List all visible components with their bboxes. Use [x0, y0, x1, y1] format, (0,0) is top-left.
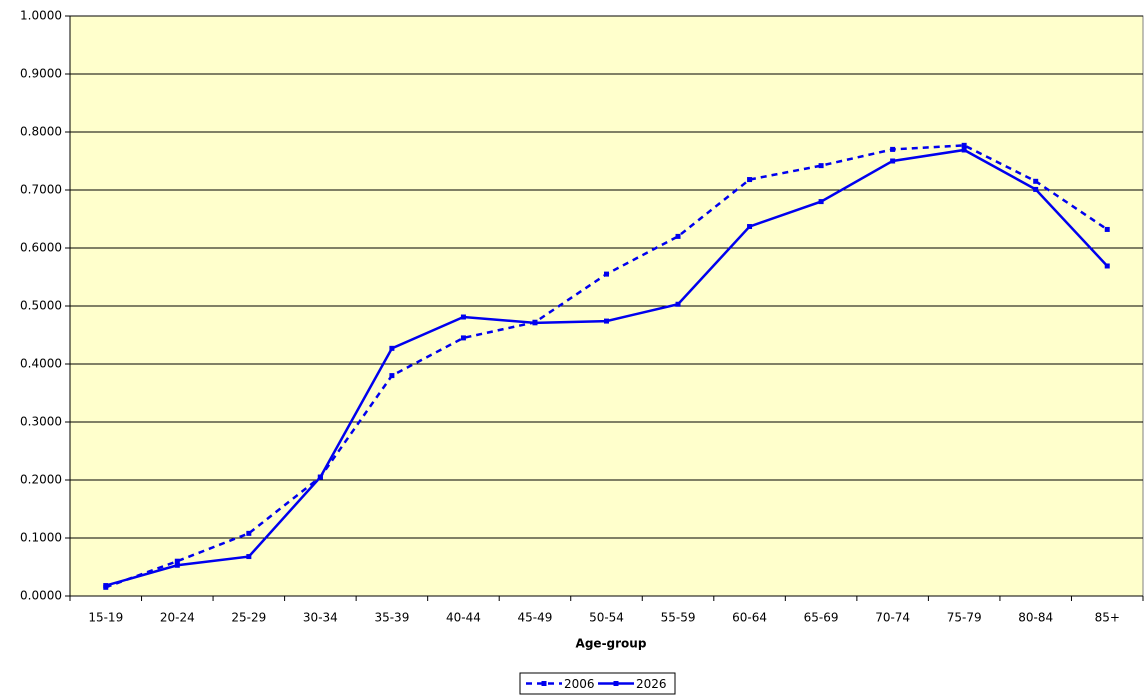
- point-marker: [961, 147, 967, 153]
- x-tick-label: 60-64: [732, 611, 767, 625]
- x-tick-label: 65-69: [804, 611, 839, 625]
- point-marker: [460, 314, 466, 320]
- x-tick-label: 40-44: [446, 611, 481, 625]
- point-marker: [1033, 178, 1039, 184]
- x-tick-label: 35-39: [374, 611, 409, 625]
- y-tick-label: 0.0000: [20, 589, 62, 603]
- x-tick-label: 25-29: [231, 611, 266, 625]
- point-marker: [174, 562, 180, 568]
- x-tick-label: 15-19: [88, 611, 123, 625]
- point-marker: [389, 345, 395, 351]
- point-marker: [532, 320, 538, 326]
- y-tick-label: 0.6000: [20, 241, 62, 255]
- point-marker: [961, 142, 967, 148]
- x-tick-label: 75-79: [947, 611, 982, 625]
- legend-label: 2026: [636, 677, 667, 691]
- point-marker: [460, 335, 466, 341]
- point-marker: [317, 474, 323, 480]
- y-tick-label: 0.4000: [20, 357, 62, 371]
- legend-box: [519, 672, 676, 695]
- point-marker: [103, 583, 109, 589]
- x-tick-label: 30-34: [303, 611, 338, 625]
- y-tick-label: 0.5000: [20, 299, 62, 313]
- point-marker: [890, 158, 896, 164]
- legend-marker: [541, 681, 547, 686]
- y-tick-label: 0.2000: [20, 473, 62, 487]
- point-marker: [818, 163, 824, 169]
- x-tick-label: 55-59: [661, 611, 696, 625]
- legend-label: 2006: [564, 677, 595, 691]
- y-tick-label: 0.1000: [20, 531, 62, 545]
- y-tick-label: 0.9000: [20, 67, 62, 81]
- point-marker: [389, 373, 395, 379]
- y-tick-label: 0.8000: [20, 125, 62, 139]
- x-tick-label: 80-84: [1018, 611, 1053, 625]
- y-tick-label: 1.0000: [20, 9, 62, 23]
- y-tick-label: 0.3000: [20, 415, 62, 429]
- point-marker: [246, 554, 252, 560]
- point-marker: [1104, 226, 1110, 232]
- legend-marker: [613, 681, 619, 686]
- x-tick-label: 20-24: [160, 611, 195, 625]
- point-marker: [246, 530, 252, 536]
- x-tick-label: 85+: [1095, 611, 1120, 625]
- point-marker: [747, 224, 753, 230]
- point-marker: [747, 177, 753, 183]
- point-marker: [818, 199, 824, 205]
- point-marker: [675, 301, 681, 307]
- point-marker: [1033, 186, 1039, 192]
- point-marker: [1104, 263, 1110, 269]
- point-marker: [890, 146, 896, 152]
- point-marker: [604, 318, 609, 324]
- point-marker: [174, 558, 180, 564]
- x-tick-label: 50-54: [589, 611, 624, 625]
- point-marker: [675, 233, 681, 239]
- point-marker: [604, 271, 609, 277]
- x-tick-label: 70-74: [875, 611, 910, 625]
- x-axis-title: Age-group: [576, 637, 647, 651]
- x-tick-label: 45-49: [518, 611, 553, 625]
- y-tick-label: 0.7000: [20, 183, 62, 197]
